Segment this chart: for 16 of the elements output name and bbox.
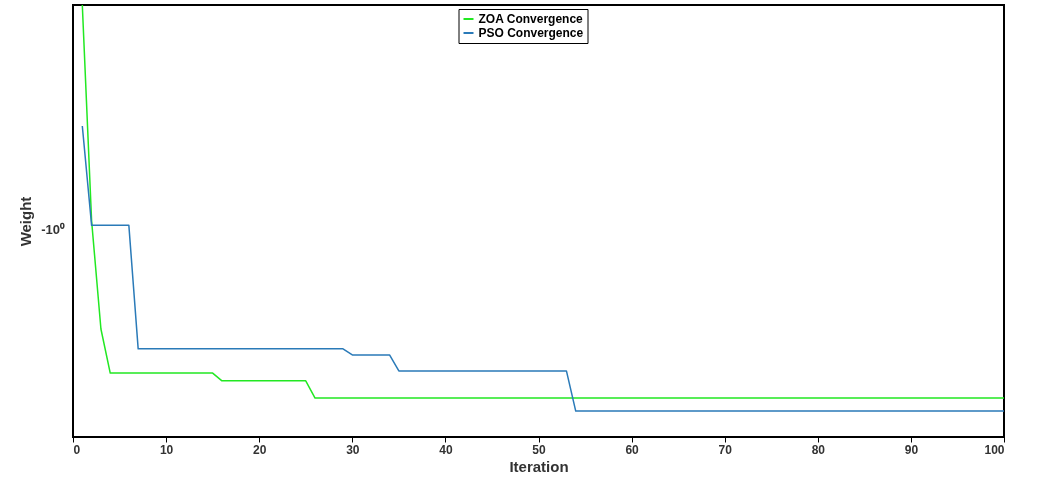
y-axis-title: Weight — [16, 196, 34, 247]
x-tick-label: 80 — [811, 442, 826, 457]
x-tick-label: 40 — [439, 442, 453, 457]
x-tick-label: 60 — [625, 442, 640, 457]
legend-label: ZOA Convergence — [478, 12, 584, 26]
x-tick-label: 50 — [532, 442, 546, 457]
x-tick-label: 10 — [159, 442, 174, 457]
x-axis-title: Iteration — [509, 457, 569, 475]
legend-label: PSO Convergence — [478, 26, 584, 40]
text: -10⁰ — [41, 221, 65, 237]
x-tick-label: 100 — [984, 442, 1005, 457]
x-tick-label: 90 — [904, 442, 919, 457]
x-tick-label: 20 — [253, 442, 267, 457]
x-tick-label: 0 — [73, 442, 81, 457]
x-tick-label: 70 — [718, 442, 733, 457]
x-tick-label: 30 — [346, 442, 360, 457]
